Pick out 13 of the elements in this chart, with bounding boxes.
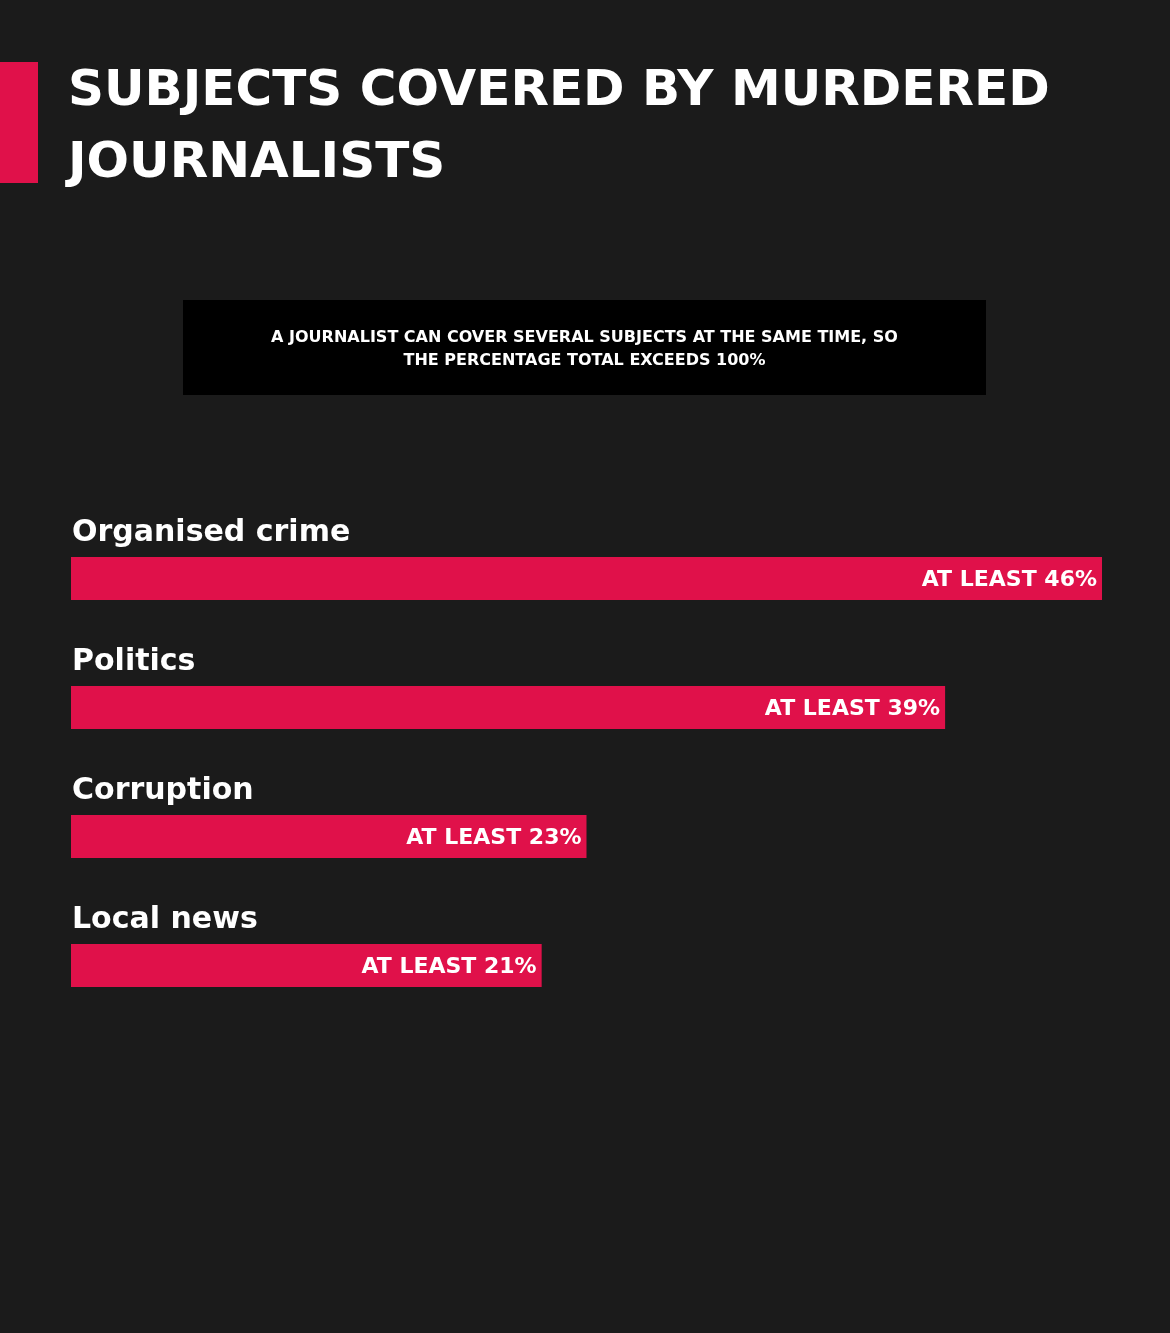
y-tick-label: Corruption	[72, 771, 254, 806]
bar	[71, 557, 1102, 600]
data-label: AT LEAST 39%	[764, 695, 941, 721]
bar	[71, 815, 587, 858]
bar	[71, 944, 542, 987]
y-tick-label: Local news	[72, 900, 258, 935]
text: A JOURNALIST CAN COVER SEVERAL SUBJECTS AT THE SAME TIME, SO THE PERCENTAGE TOTAL EXCEEDS 100%	[270, 325, 899, 371]
bar	[71, 686, 946, 729]
y-tick-label: Organised crime	[72, 513, 351, 548]
data-label: AT LEAST 46%	[921, 566, 1097, 592]
data-label: AT LEAST 23%	[406, 824, 582, 850]
y-tick-label: Politics	[72, 642, 196, 677]
data-label: AT LEAST 21%	[361, 953, 537, 979]
